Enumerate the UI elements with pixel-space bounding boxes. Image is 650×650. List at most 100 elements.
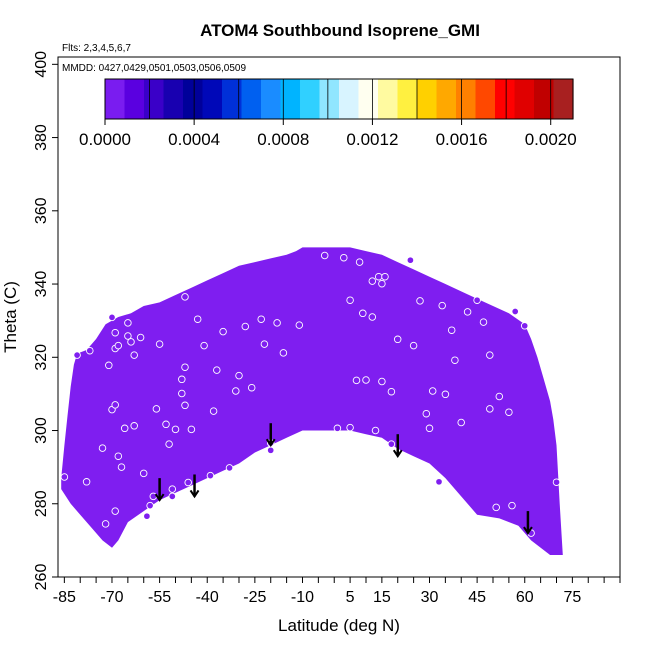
colorbar-tick-label: 0.0020	[525, 130, 577, 149]
x-tick-label: -40	[196, 589, 219, 606]
colorbar-swatch	[319, 79, 340, 119]
chart-title: ATOM4 Southbound Isoprene_GMI	[200, 21, 480, 40]
observation-point	[441, 390, 450, 399]
observation-point	[73, 351, 81, 359]
observation-point	[117, 463, 126, 471]
x-tick-label: -55	[148, 589, 171, 606]
colorbar	[104, 78, 574, 120]
observation-point	[346, 423, 354, 432]
colorbar-swatch	[475, 79, 496, 119]
observation-point	[406, 256, 415, 264]
observation-point	[374, 272, 383, 281]
colorbar-swatch	[495, 79, 516, 119]
observation-point	[120, 424, 129, 433]
down-arrow	[392, 434, 403, 458]
x-tick-label: 75	[563, 589, 581, 606]
observation-point	[101, 520, 110, 528]
observation-point	[393, 335, 402, 344]
colorbar-tick-label: 0.0004	[168, 130, 220, 149]
observation-point	[124, 319, 132, 327]
observation-point	[225, 464, 234, 472]
colorbar-tick-label: 0.0012	[346, 130, 398, 149]
x-tick-label: -85	[53, 589, 76, 606]
observation-point	[387, 440, 396, 448]
observation-point	[435, 478, 443, 486]
observation-point	[451, 356, 459, 364]
y-axis-label: Theta (C)	[1, 281, 20, 353]
observation-point	[425, 424, 434, 433]
observation-point	[111, 507, 119, 515]
observation-point	[111, 328, 119, 337]
observation-point	[114, 341, 123, 350]
y-axis: 260 280 300 320 340 360 380 400	[33, 51, 58, 590]
observation-point	[486, 351, 494, 359]
observation-point	[447, 326, 456, 334]
observation-point	[368, 277, 377, 285]
x-tick-label: -25	[243, 589, 266, 606]
observation-point	[165, 440, 173, 448]
observation-point	[143, 512, 151, 520]
observation-point	[213, 366, 221, 374]
colorbar-swatch	[358, 79, 379, 119]
colorbar-swatch	[417, 79, 438, 119]
observation-point	[257, 315, 265, 323]
x-axis-label: Latitude (deg N)	[278, 616, 400, 635]
colorbar-swatch	[397, 79, 418, 119]
y-tick-label: 300	[33, 417, 50, 444]
observation-point	[495, 392, 504, 401]
observation-point	[181, 293, 189, 301]
observation-point	[130, 422, 138, 430]
observation-point	[492, 503, 500, 512]
observation-point	[98, 444, 107, 452]
y-tick-label: 280	[33, 490, 50, 517]
colorbar-tick-label: 0.0000	[79, 130, 131, 149]
observation-point	[371, 426, 380, 435]
observation-point	[181, 363, 189, 371]
colorbar-tick-label: 0.0008	[257, 130, 309, 149]
colorbar-swatch	[280, 79, 301, 119]
observation-point	[352, 376, 361, 385]
colorbar-swatch	[144, 79, 165, 119]
observation-point	[368, 313, 377, 321]
observation-point	[463, 308, 472, 316]
observation-point	[149, 492, 158, 501]
observation-point	[152, 405, 161, 413]
observation-point	[279, 349, 288, 357]
colorbar-swatch	[456, 79, 477, 119]
observation-point	[520, 322, 529, 330]
y-tick-label: 340	[33, 271, 50, 298]
observation-point	[247, 383, 256, 392]
observation-point	[219, 327, 227, 336]
observation-point	[457, 418, 465, 427]
colorbar-swatch	[163, 79, 184, 119]
colorbar-swatch	[261, 79, 282, 119]
colorbar-swatch	[183, 79, 204, 119]
observation-point	[508, 501, 516, 510]
down-arrow	[154, 478, 165, 502]
observation-point	[241, 322, 250, 331]
colorbar-swatch	[202, 79, 223, 119]
colorbar-swatch	[436, 79, 457, 119]
colorbar-swatch	[339, 79, 360, 119]
observation-markers	[60, 251, 561, 537]
observation-point	[139, 469, 148, 478]
colorbar-swatch	[241, 79, 262, 119]
colorbar-swatch	[514, 79, 535, 119]
observation-point	[171, 425, 180, 434]
observation-point	[209, 407, 218, 415]
colorbar-swatch	[124, 79, 145, 119]
isoprene-field	[61, 247, 563, 555]
observation-point	[333, 424, 342, 433]
y-tick-label: 400	[33, 51, 50, 78]
observation-point	[130, 351, 138, 359]
observation-point	[235, 371, 243, 380]
observation-point	[162, 420, 170, 429]
observation-point	[505, 408, 513, 416]
observation-point	[105, 361, 113, 370]
field-region	[61, 247, 563, 555]
observation-point	[340, 253, 348, 262]
colorbar-tick-labels: 0.0000 0.0004 0.0008 0.0012 0.0016 0.0020	[79, 119, 577, 149]
x-tick-label: 15	[373, 589, 391, 606]
observation-point	[473, 296, 481, 304]
